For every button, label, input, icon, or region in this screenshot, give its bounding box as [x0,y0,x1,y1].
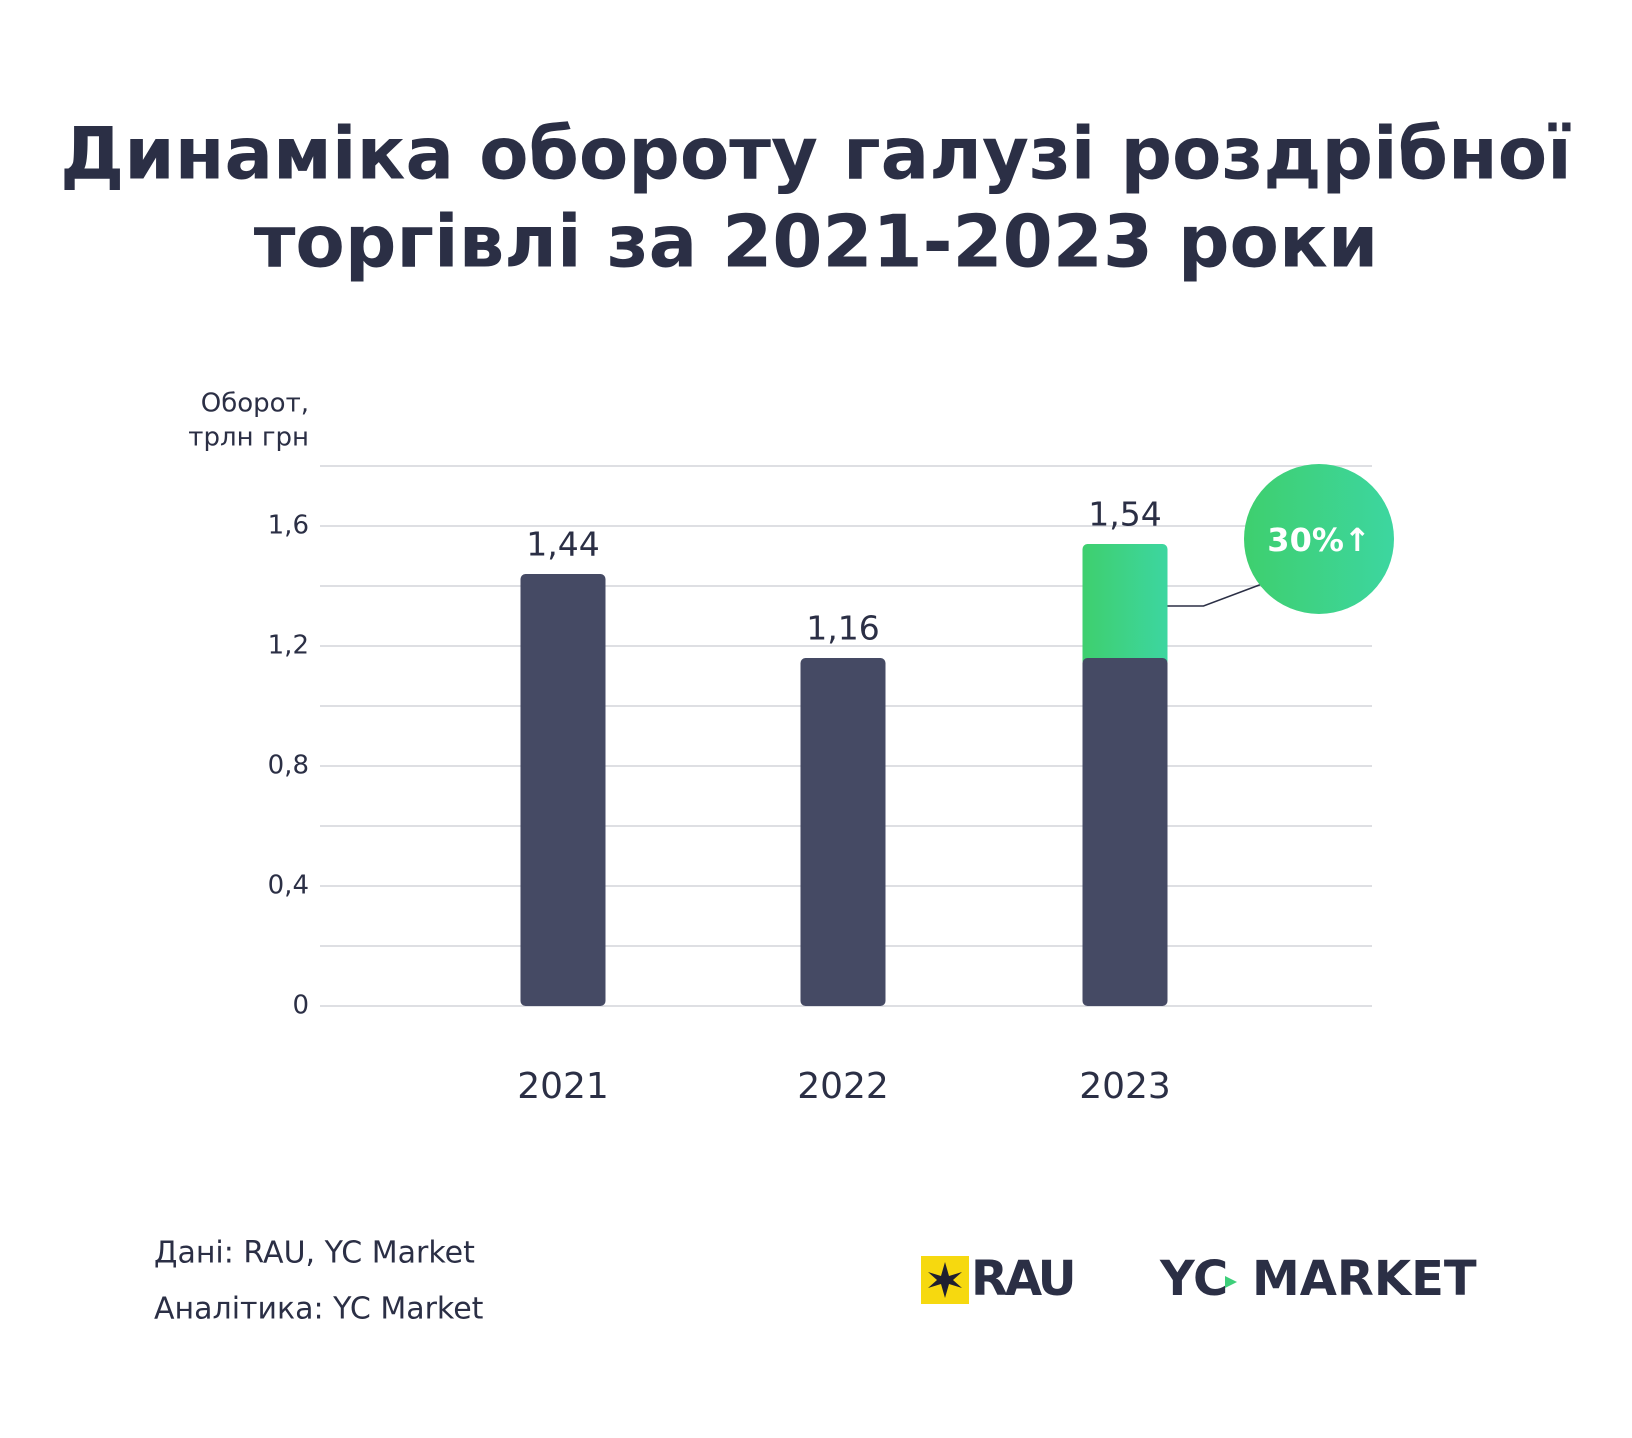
yc-logo-arrow [1225,1276,1237,1288]
y-tick-label: 0 [292,991,309,1021]
source-note: Дані: RAU, YC Market [154,1236,475,1271]
x-tick-label: 2022 [797,1066,889,1107]
annotation-label: 30%↑ [1267,521,1370,559]
yc-logo: YC [1159,1251,1228,1307]
rau-logo-star [928,1262,962,1298]
y-tick-label: 1,2 [268,631,309,661]
bar [520,574,606,1006]
value-label: 1,54 [1088,495,1161,534]
value-label: 1,44 [526,525,599,564]
bar-growth [1082,544,1168,666]
chart-title: торгівлі за 2021-2023 роки [254,200,1379,284]
annotation-badge [1244,464,1394,614]
y-tick-label: 0,4 [268,871,309,901]
annotation-connector [1167,583,1263,607]
y-tick-label: 1,6 [268,511,309,541]
analytics-note: Аналітика: YC Market [154,1292,484,1327]
rau-logo: RAU [971,1251,1074,1307]
x-tick-label: 2023 [1079,1066,1171,1107]
x-tick-label: 2021 [517,1066,609,1107]
y-axis-label: трлн грн [188,423,309,453]
y-tick-label: 0,8 [268,751,309,781]
bar [1082,658,1168,1006]
yc-logo: MARKET [1252,1251,1477,1307]
bar [800,658,886,1006]
value-label: 1,16 [806,609,879,648]
chart-title: Динаміка обороту галузі роздрібної [60,112,1572,196]
y-axis-label: Оборот, [201,389,309,419]
